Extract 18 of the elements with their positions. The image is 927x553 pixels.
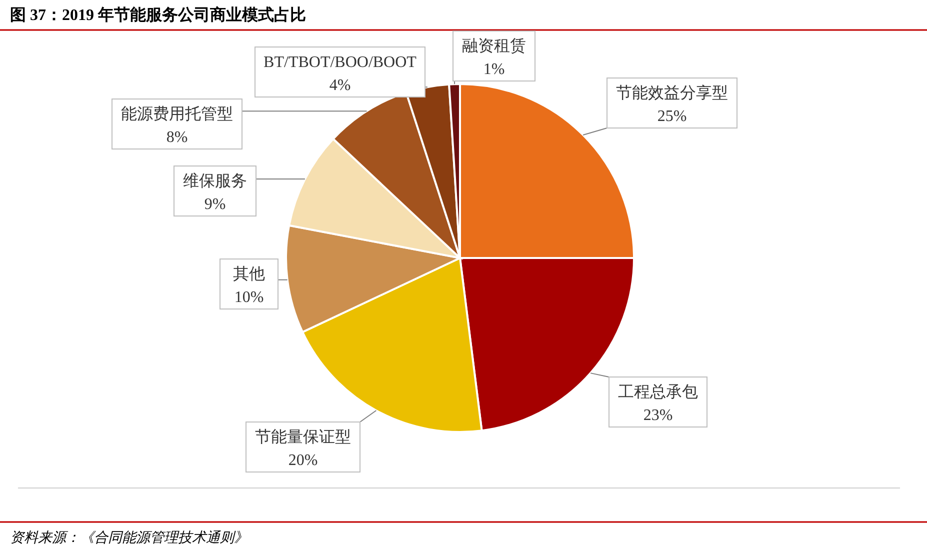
slice-label: 节能量保证型 [255, 428, 351, 446]
data-label: 25% [657, 108, 687, 125]
slice-label: 维保服务 [183, 172, 247, 190]
slice-label: 融资租赁 [462, 37, 526, 55]
data-label: 8% [166, 129, 188, 146]
slice-label: 工程总承包 [618, 383, 698, 401]
data-label: 9% [204, 196, 226, 213]
text: 资料来源：《合同能源管理技术通则》 [10, 530, 248, 546]
data-label: 20% [288, 452, 318, 469]
data-label: 4% [329, 77, 351, 94]
data-label: 10% [234, 289, 264, 306]
data-label: 1% [483, 61, 505, 78]
slice-label: 能源费用托管型 [121, 105, 233, 123]
data-label: 23% [643, 407, 673, 424]
slice-label: 节能效益分享型 [616, 84, 728, 102]
slice-label: BT/TBOT/BOO/BOOT [264, 54, 417, 71]
slice-label: 其他 [233, 265, 265, 283]
chart-title: 图 37：2019 年节能服务公司商业模式占比 [10, 6, 306, 24]
